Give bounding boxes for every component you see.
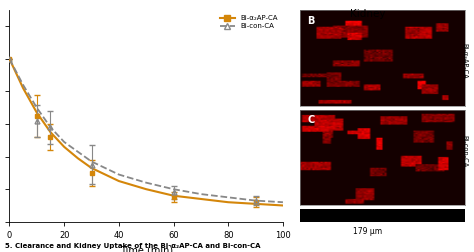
Text: Bi-α₂AP-CA: Bi-α₂AP-CA [461,43,467,78]
X-axis label: Time (min): Time (min) [119,245,173,252]
Text: Bi-con-CA: Bi-con-CA [461,135,467,167]
Text: C: C [307,115,314,125]
Text: Kidney: Kidney [350,9,385,19]
Text: B: B [307,16,314,26]
Legend: Bi-α₂AP-CA, Bi-con-CA: Bi-α₂AP-CA, Bi-con-CA [219,14,280,31]
Text: 179 μm: 179 μm [353,227,382,236]
Text: 5. Clearance and Kidney Uptake of the Bi-α₂AP-CA and Bi-con-CA: 5. Clearance and Kidney Uptake of the Bi… [5,243,260,249]
